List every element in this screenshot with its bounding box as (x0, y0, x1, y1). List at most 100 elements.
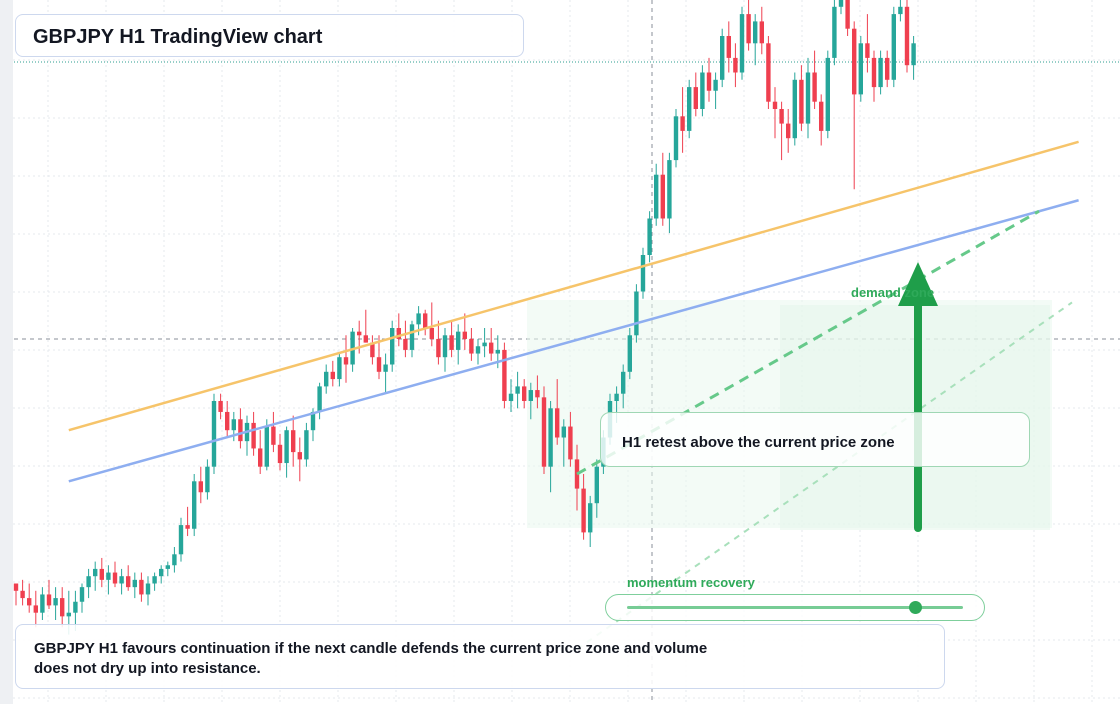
candle (614, 393, 619, 401)
trend-orange-line (68, 140, 1079, 432)
candle (172, 554, 177, 566)
candles (13, 0, 916, 635)
candle (621, 371, 626, 394)
candle (865, 43, 870, 58)
candle (198, 481, 203, 493)
title-box: GBPJPY H1 TradingView chart (15, 14, 524, 57)
arrow-head (898, 262, 938, 306)
candle (324, 371, 329, 387)
candle (211, 401, 217, 467)
candle (673, 116, 679, 161)
candle (594, 466, 599, 504)
candle (819, 101, 824, 131)
candle (508, 393, 514, 401)
candle (528, 390, 533, 401)
candle (13, 583, 19, 591)
candle (792, 79, 797, 139)
candle (561, 426, 566, 438)
candle (581, 488, 586, 533)
candle (409, 324, 415, 350)
candle (271, 426, 276, 445)
candle (522, 386, 527, 401)
candle (885, 57, 890, 80)
candle (786, 123, 791, 139)
candle (363, 335, 368, 343)
candle (310, 411, 316, 431)
candle (759, 21, 764, 44)
candle (343, 357, 349, 365)
caption-text: GBPJPY H1 favours continuation if the ne… (34, 640, 708, 677)
candle (812, 72, 817, 102)
candle (911, 43, 916, 66)
candle (423, 313, 428, 328)
candle (746, 14, 751, 44)
candle (139, 579, 144, 595)
demand-zone-label: demand zone (851, 285, 935, 300)
candle (878, 57, 883, 88)
candle (40, 594, 45, 613)
caption-box: GBPJPY H1 favours continuation if the ne… (15, 624, 945, 689)
candle (46, 594, 52, 606)
candle (799, 79, 804, 124)
candle (495, 349, 500, 354)
candle (145, 583, 151, 595)
candle (357, 331, 362, 336)
candle (330, 371, 335, 380)
candle (390, 328, 395, 365)
candle (20, 590, 25, 599)
candle (442, 335, 448, 358)
candle (845, 0, 850, 29)
candle (654, 174, 659, 219)
candle (277, 444, 283, 464)
candle (588, 503, 593, 533)
candle (192, 481, 197, 529)
candle (779, 109, 784, 124)
candle (99, 568, 104, 580)
candle (713, 79, 718, 91)
candle (119, 576, 124, 584)
candle (86, 576, 91, 588)
candle (33, 605, 38, 613)
candle (225, 411, 230, 431)
slider-track (627, 606, 963, 609)
candle (159, 568, 164, 577)
candle (429, 328, 434, 339)
candle (706, 72, 712, 91)
candle (178, 525, 184, 555)
candle (535, 390, 540, 398)
candle (832, 6, 837, 58)
candle (60, 598, 65, 617)
candle (475, 346, 481, 354)
candle (482, 342, 487, 347)
candle (205, 466, 210, 493)
candle (449, 335, 454, 350)
momentum-slider[interactable] (605, 594, 985, 621)
candle (687, 87, 692, 131)
candle (53, 598, 58, 606)
candle (469, 338, 474, 354)
momentum-label: momentum recovery (627, 575, 755, 590)
candle (825, 57, 830, 131)
candle (568, 426, 573, 460)
candle (871, 57, 877, 88)
candle (739, 14, 745, 73)
candle (462, 331, 467, 339)
candle (291, 430, 296, 453)
slider-knob[interactable] (909, 601, 923, 614)
candle (627, 335, 632, 372)
candle (132, 579, 137, 588)
candle (152, 576, 157, 584)
candle (403, 338, 408, 350)
trend-green-dotted-line (576, 301, 1073, 651)
candle (126, 576, 131, 588)
candle (733, 57, 738, 73)
candle (231, 419, 236, 431)
candle (891, 14, 896, 80)
candle (515, 386, 520, 394)
candle (805, 72, 811, 124)
candle (284, 430, 289, 464)
candle (416, 313, 421, 325)
candle (693, 87, 698, 109)
candle (852, 28, 857, 95)
candle (838, 0, 844, 7)
